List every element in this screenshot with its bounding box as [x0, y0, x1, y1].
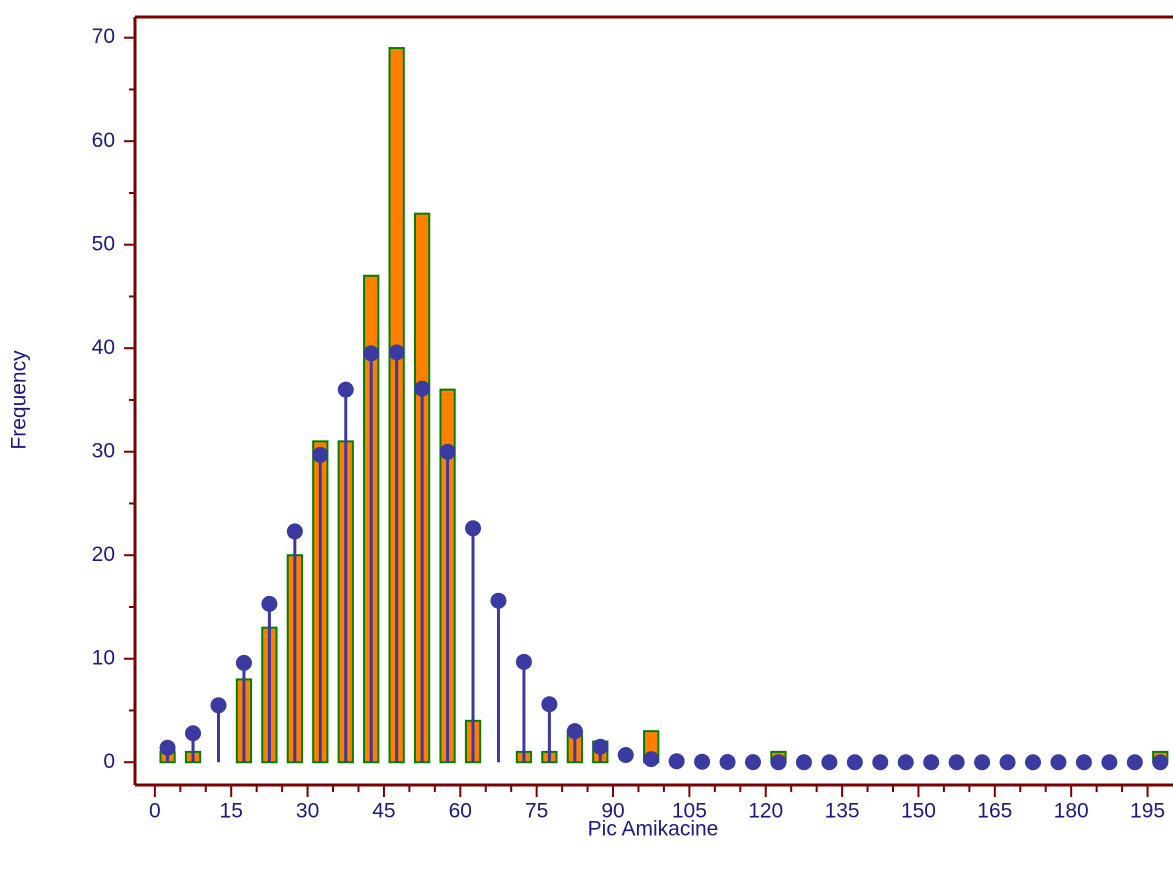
x-tick-label: 135 [825, 800, 860, 823]
fit-point [999, 754, 1016, 771]
y-tick-label: 40 [92, 336, 115, 359]
fit-point [388, 344, 405, 361]
fit-point [694, 753, 711, 770]
fit-point [337, 381, 354, 398]
x-tick-label: 60 [449, 800, 472, 823]
fit-point [974, 754, 991, 771]
y-tick-label: 20 [92, 543, 115, 566]
fit-point [897, 754, 914, 771]
fit-point [159, 739, 176, 756]
fit-point [286, 523, 303, 540]
x-tick-label: 90 [601, 800, 624, 823]
fit-point [439, 443, 456, 460]
fit-point [1152, 754, 1169, 771]
fit-point [312, 446, 329, 463]
fit-point [745, 754, 762, 771]
y-tick-label: 70 [92, 25, 115, 48]
fit-point [185, 725, 202, 742]
fit-point [363, 345, 380, 362]
fit-point [872, 754, 889, 771]
fit-point [1126, 754, 1143, 771]
fit-point [668, 753, 685, 770]
fit-point [261, 595, 278, 612]
fit-point [821, 754, 838, 771]
fit-point [566, 723, 583, 740]
x-tick-label: 165 [977, 800, 1012, 823]
fit-point [541, 696, 558, 713]
y-tick-label: 0 [103, 750, 115, 773]
fit-point [235, 654, 252, 671]
fit-point [1025, 754, 1042, 771]
fit-point [948, 754, 965, 771]
x-tick-label: 120 [748, 800, 783, 823]
fit-point [923, 754, 940, 771]
x-tick-label: 180 [1054, 800, 1089, 823]
fit-point [414, 380, 431, 397]
y-tick-label: 10 [92, 646, 115, 669]
x-tick-label: 30 [296, 800, 319, 823]
fit-point [846, 754, 863, 771]
x-tick-label: 195 [1130, 800, 1165, 823]
y-tick-label: 60 [92, 129, 115, 152]
fit-point [719, 754, 736, 771]
fit-point [210, 697, 227, 714]
x-tick-label: 150 [901, 800, 936, 823]
x-tick-label: 45 [372, 800, 395, 823]
fit-point [795, 754, 812, 771]
x-tick-label: 105 [672, 800, 707, 823]
fit-point [515, 653, 532, 670]
fit-point [1075, 754, 1092, 771]
fit-point [465, 520, 482, 537]
x-axis-label: Pic Amikacine [588, 818, 719, 841]
fit-point [1050, 754, 1067, 771]
y-tick-label: 50 [92, 232, 115, 255]
y-axis-label: Frequency [8, 350, 31, 450]
fit-point [1101, 754, 1118, 771]
fit-point [592, 738, 609, 755]
x-tick-label: 15 [220, 800, 243, 823]
fit-point [643, 751, 660, 768]
x-tick-label: 75 [525, 800, 548, 823]
y-tick-label: 30 [92, 439, 115, 462]
fit-point [617, 746, 634, 763]
fit-point [770, 754, 787, 771]
fit-point [490, 592, 507, 609]
x-tick-label: 0 [149, 800, 161, 823]
